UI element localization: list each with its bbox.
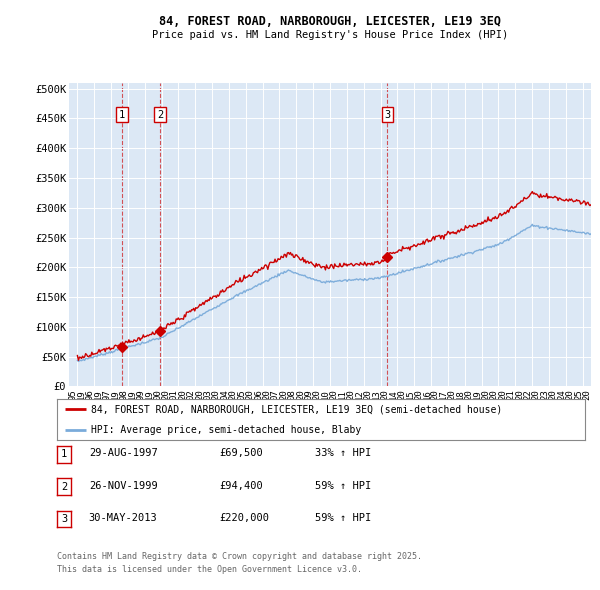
Text: 3: 3 — [384, 110, 391, 120]
Text: 1: 1 — [119, 110, 125, 120]
Text: £220,000: £220,000 — [219, 513, 269, 523]
Text: 29-AUG-1997: 29-AUG-1997 — [89, 448, 158, 458]
Text: 30-MAY-2013: 30-MAY-2013 — [89, 513, 158, 523]
Text: 1: 1 — [61, 450, 67, 459]
Text: 84, FOREST ROAD, NARBOROUGH, LEICESTER, LE19 3EQ (semi-detached house): 84, FOREST ROAD, NARBOROUGH, LEICESTER, … — [91, 405, 503, 414]
Text: 59% ↑ HPI: 59% ↑ HPI — [315, 513, 371, 523]
Text: Price paid vs. HM Land Registry's House Price Index (HPI): Price paid vs. HM Land Registry's House … — [152, 30, 508, 40]
Text: 26-NOV-1999: 26-NOV-1999 — [89, 481, 158, 490]
Text: 2: 2 — [61, 482, 67, 491]
Text: HPI: Average price, semi-detached house, Blaby: HPI: Average price, semi-detached house,… — [91, 425, 362, 434]
Text: 59% ↑ HPI: 59% ↑ HPI — [315, 481, 371, 490]
Text: 84, FOREST ROAD, NARBOROUGH, LEICESTER, LE19 3EQ: 84, FOREST ROAD, NARBOROUGH, LEICESTER, … — [159, 15, 501, 28]
Text: This data is licensed under the Open Government Licence v3.0.: This data is licensed under the Open Gov… — [57, 565, 362, 574]
Text: £94,400: £94,400 — [219, 481, 263, 490]
Text: 2: 2 — [157, 110, 163, 120]
Text: 3: 3 — [61, 514, 67, 524]
Text: 33% ↑ HPI: 33% ↑ HPI — [315, 448, 371, 458]
Text: £69,500: £69,500 — [219, 448, 263, 458]
Text: Contains HM Land Registry data © Crown copyright and database right 2025.: Contains HM Land Registry data © Crown c… — [57, 552, 422, 560]
